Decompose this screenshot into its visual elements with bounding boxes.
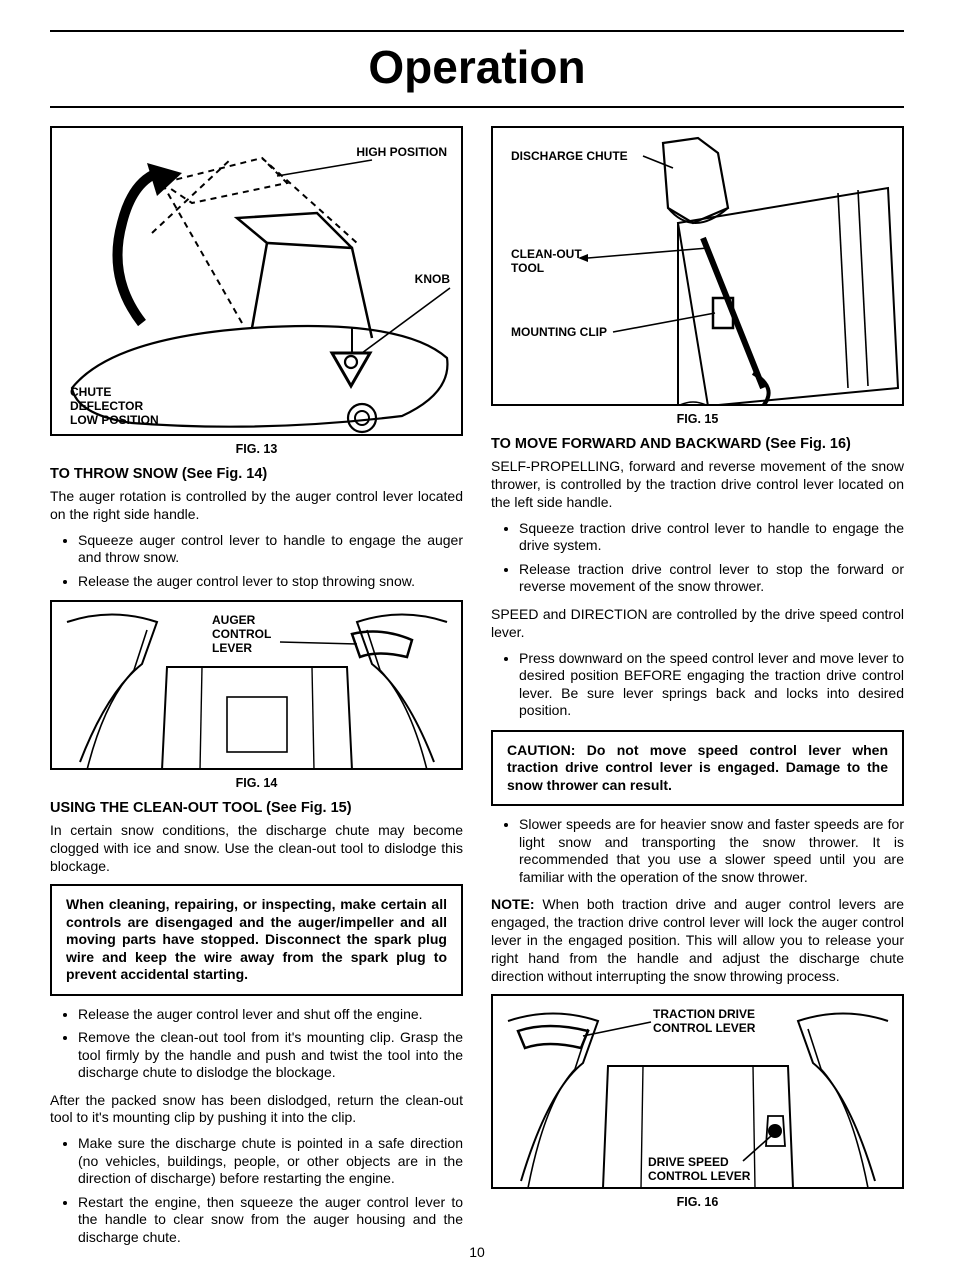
note-body: When both traction drive and auger contr…: [491, 896, 904, 984]
fig16-label-t2: CONTROL LEVER: [653, 1021, 756, 1035]
fig13-label-chute-3: LOW POSITION: [70, 413, 159, 427]
clean-bullet: Restart the engine, then squeeze the aug…: [78, 1194, 463, 1247]
page-title: Operation: [50, 40, 904, 94]
clean-intro: In certain snow conditions, the discharg…: [50, 822, 463, 876]
bottom-rule: [50, 106, 904, 108]
fig13-box: HIGH POSITION KNOB CHUTE DEFLECTOR LOW P…: [50, 126, 463, 436]
move-bullet: Press downward on the speed control leve…: [519, 650, 904, 720]
move-speed: SPEED and DIRECTION are controlled by th…: [491, 606, 904, 642]
fig16-caption: FIG. 16: [491, 1195, 904, 1209]
fig15-label-tool-1: CLEAN-OUT: [511, 247, 582, 261]
fig15-label-chute: DISCHARGE CHUTE: [511, 149, 628, 163]
clean-bullet: Remove the clean-out tool from it's moun…: [78, 1029, 463, 1082]
move-intro: SELF-PROPELLING, forward and reverse mov…: [491, 458, 904, 512]
clean-after: After the packed snow has been dislodged…: [50, 1092, 463, 1128]
clean-bullet: Make sure the discharge chute is pointed…: [78, 1135, 463, 1188]
fig13-label-chute-1: CHUTE: [70, 385, 111, 399]
fig13-caption: FIG. 13: [50, 442, 463, 456]
clean-bullets-1: Release the auger control lever and shut…: [50, 1006, 463, 1082]
move-caution: CAUTION: Do not move speed control lever…: [491, 730, 904, 807]
fig13-label-high: HIGH POSITION: [356, 145, 447, 159]
fig16-box: TRACTION DRIVE CONTROL LEVER DRIVE SPEED…: [491, 994, 904, 1189]
right-column: DISCHARGE CHUTE CLEAN-OUT TOOL MOUNTING …: [491, 126, 904, 1256]
clean-bullet: Release the auger control lever and shut…: [78, 1006, 463, 1024]
clean-bullets-2: Make sure the discharge chute is pointed…: [50, 1135, 463, 1246]
fig13-svg: HIGH POSITION KNOB CHUTE DEFLECTOR LOW P…: [52, 128, 462, 436]
move-heading: TO MOVE FORWARD AND BACKWARD (See Fig. 1…: [491, 436, 904, 452]
left-column: HIGH POSITION KNOB CHUTE DEFLECTOR LOW P…: [50, 126, 463, 1256]
move-bullets-1: Squeeze traction drive control lever to …: [491, 520, 904, 596]
throw-heading: TO THROW SNOW (See Fig. 14): [50, 466, 463, 482]
fig14-box: AUGER CONTROL LEVER: [50, 600, 463, 770]
throw-intro: The auger rotation is controlled by the …: [50, 488, 463, 524]
fig14-svg: AUGER CONTROL LEVER: [52, 602, 462, 770]
fig15-svg: DISCHARGE CHUTE CLEAN-OUT TOOL MOUNTING …: [493, 128, 903, 406]
clean-heading: USING THE CLEAN-OUT TOOL (See Fig. 15): [50, 800, 463, 816]
throw-bullet: Release the auger control lever to stop …: [78, 573, 463, 591]
fig16-label-s1: DRIVE SPEED: [648, 1155, 729, 1169]
move-bullet: Slower speeds are for heavier snow and f…: [519, 816, 904, 886]
note-lead: NOTE:: [491, 896, 535, 912]
fig14-label-3: LEVER: [212, 641, 252, 655]
top-rule: [50, 30, 904, 32]
page-number: 10: [469, 1244, 485, 1260]
move-bullets-2: Press downward on the speed control leve…: [491, 650, 904, 720]
clean-warning: When cleaning, repairing, or inspecting,…: [50, 884, 463, 996]
move-bullets-3: Slower speeds are for heavier snow and f…: [491, 816, 904, 886]
throw-bullets: Squeeze auger control lever to handle to…: [50, 532, 463, 591]
fig16-svg: TRACTION DRIVE CONTROL LEVER DRIVE SPEED…: [493, 996, 903, 1189]
fig15-label-tool-2: TOOL: [511, 261, 544, 275]
fig16-label-t1: TRACTION DRIVE: [653, 1007, 755, 1021]
move-bullet: Squeeze traction drive control lever to …: [519, 520, 904, 555]
fig13-label-knob: KNOB: [415, 272, 451, 286]
move-bullet: Release traction drive control lever to …: [519, 561, 904, 596]
fig14-label-1: AUGER: [212, 613, 256, 627]
fig14-label-2: CONTROL: [212, 627, 271, 641]
fig16-label-s2: CONTROL LEVER: [648, 1169, 751, 1183]
fig15-caption: FIG. 15: [491, 412, 904, 426]
throw-bullet: Squeeze auger control lever to handle to…: [78, 532, 463, 567]
fig15-box: DISCHARGE CHUTE CLEAN-OUT TOOL MOUNTING …: [491, 126, 904, 406]
move-note: NOTE: When both traction drive and auger…: [491, 896, 904, 986]
fig15-label-clip: MOUNTING CLIP: [511, 325, 607, 339]
fig13-label-chute-2: DEFLECTOR: [70, 399, 143, 413]
fig14-caption: FIG. 14: [50, 776, 463, 790]
